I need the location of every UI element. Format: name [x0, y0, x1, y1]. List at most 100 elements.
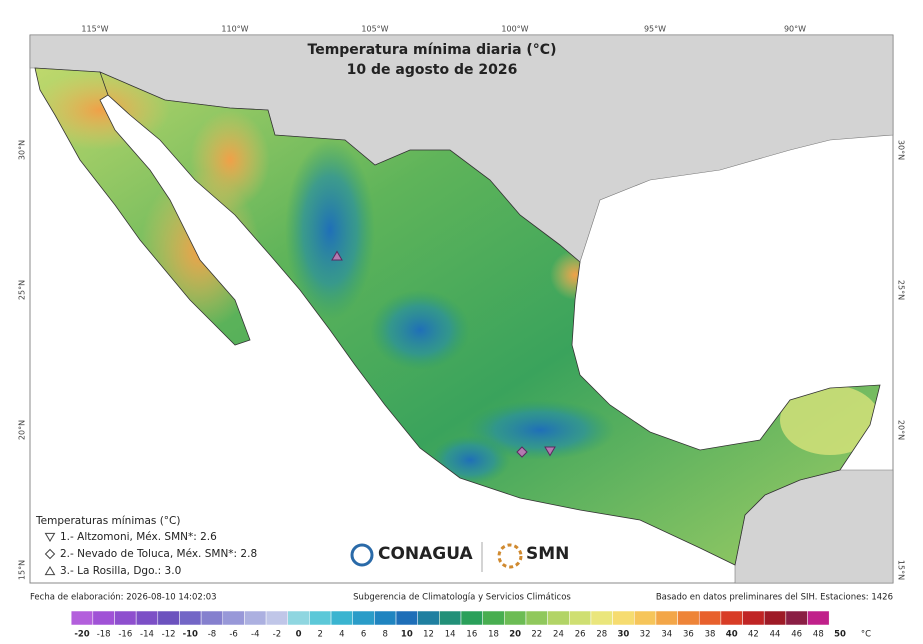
colorbar-tick-label: 36	[683, 630, 694, 640]
lon-label: 95°W	[644, 25, 666, 34]
colorbar-swatch	[114, 610, 137, 626]
colorbar-swatch	[395, 610, 418, 626]
colorbar-swatch	[634, 610, 657, 626]
colorbar-swatch	[70, 610, 94, 626]
colorbar-swatch	[330, 610, 353, 626]
lat-label: 25°N	[897, 280, 906, 300]
smn-logo: SMN	[526, 544, 569, 564]
colorbar-swatch	[417, 610, 440, 626]
colorbar-tick-label: 8	[382, 630, 387, 640]
colorbar-tick-label: -12	[162, 630, 176, 640]
lon-label: 90°W	[784, 25, 806, 34]
smn-icon	[497, 543, 523, 569]
colorbar-tick-label: 30	[618, 630, 630, 640]
colorbar-swatch	[265, 610, 288, 626]
colorbar-tick-label: 14	[445, 630, 456, 640]
colorbar-tick-label: 6	[361, 630, 366, 640]
footer-center: Subgerencia de Climatología y Servicios …	[353, 593, 571, 603]
colorbar-swatch	[200, 610, 224, 626]
colorbar-tick-label: 26	[575, 630, 586, 640]
lon-label: 115°W	[81, 25, 108, 34]
lat-label: 20°N	[897, 420, 906, 440]
colorbar-tick-label: 38	[705, 630, 716, 640]
footer-date: Fecha de elaboración: 2026-08-10 14:02:0…	[30, 592, 217, 603]
colorbar-swatch	[612, 610, 635, 626]
colorbar-swatch	[374, 610, 397, 626]
colorbar-tick-label: 34	[661, 630, 672, 640]
legend-title: Temperaturas mínimas (°C)	[35, 515, 181, 527]
colorbar-swatch	[309, 610, 332, 626]
colorbar-swatch	[698, 610, 722, 626]
colorbar-swatch	[222, 610, 245, 626]
colorbar-swatch	[92, 610, 115, 626]
lat-label: 15°N	[18, 560, 27, 580]
colorbar-tick-label: 24	[553, 630, 564, 640]
lat-label: 25°N	[18, 280, 27, 300]
colorbar-swatch	[569, 610, 592, 626]
lat-label: 20°N	[18, 420, 27, 440]
colorbar-tick-label: -20	[74, 630, 89, 640]
lon-label: 105°W	[361, 25, 388, 34]
colorbar-tick-label: -18	[97, 630, 111, 640]
colorbar-tick-label: 32	[640, 630, 651, 640]
colorbar-swatch	[742, 610, 765, 626]
colorbar-swatch	[135, 610, 159, 626]
colorbar-tick-label: 10	[401, 630, 413, 640]
colorbar-tick-label: 48	[813, 630, 824, 640]
lon-label: 100°W	[501, 25, 528, 34]
station-marker	[331, 250, 343, 261]
station-markers	[331, 250, 556, 458]
colorbar-tick-label: 12	[423, 630, 434, 640]
conagua-icon	[350, 543, 374, 567]
lat-label: 30°N	[897, 140, 906, 160]
map-title: Temperatura mínima diaria (°C)	[308, 42, 557, 58]
colorbar-swatch	[677, 610, 700, 626]
legend-entry: 3.- La Rosilla, Dgo.: 3.0	[60, 565, 181, 577]
colorbar-swatch	[460, 610, 483, 626]
colorbar-tick-label: -8	[208, 630, 216, 640]
map-subtitle: 10 de agosto de 2026	[347, 62, 518, 78]
legend-marker	[44, 565, 56, 576]
colorbar-tick-label: -16	[118, 630, 132, 640]
colorbar-tick-label: 18	[488, 630, 499, 640]
colorbar-tick-label: 22	[531, 630, 542, 640]
colorbar-tick-label: -2	[273, 630, 281, 640]
colorbar-swatch	[504, 610, 527, 626]
colorbar-swatch	[720, 610, 743, 626]
colorbar-tick-label: -10	[183, 630, 198, 640]
colorbar-swatch	[482, 610, 505, 626]
lat-label: 30°N	[18, 140, 27, 160]
colorbar-tick-label: 50	[834, 630, 846, 640]
colorbar-tick-label: 44	[770, 630, 781, 640]
colorbar-swatch	[352, 610, 375, 626]
colorbar-tick-label: 16	[466, 630, 477, 640]
colorbar-swatch	[590, 610, 613, 626]
colorbar-tick-label: 2	[318, 630, 323, 640]
lon-label: 110°W	[221, 25, 248, 34]
lat-label: 15°N	[897, 560, 906, 580]
colorbar-unit: °C	[861, 630, 871, 640]
coastline	[34, 67, 881, 566]
colorbar-tick-label: -6	[229, 630, 237, 640]
colorbar-tick-label: 40	[726, 630, 738, 640]
colorbar-swatch	[179, 610, 202, 626]
colorbar: -20 -18 -16 -14 -12 -10 -8 -6 -4 -2 0 2 4 6 8 10 12 14 16 1…	[70, 610, 871, 640]
colorbar-swatch	[763, 610, 787, 626]
colorbar-swatch	[807, 610, 830, 626]
logos: CONAGUA SMN	[350, 542, 569, 572]
colorbar-tick-label: 28	[596, 630, 607, 640]
colorbar-tick-label: 46	[791, 630, 802, 640]
colorbar-tick-label: 20	[509, 630, 521, 640]
colorbar-tick-label: 0	[296, 630, 302, 640]
colorbar-tick-label: -4	[251, 630, 259, 640]
colorbar-swatch	[157, 610, 180, 626]
footer-right: Basado en datos preliminares del SIH. Es…	[656, 593, 893, 603]
colorbar-tick-label: 4	[339, 630, 344, 640]
map: Temperatura mínima diaria (°C) 10 de ago…	[18, 25, 906, 584]
station-marker	[544, 446, 556, 457]
legend-marker	[44, 532, 56, 543]
legend-marker	[44, 548, 56, 560]
station-marker	[516, 446, 528, 458]
colorbar-tick-label: 42	[748, 630, 759, 640]
